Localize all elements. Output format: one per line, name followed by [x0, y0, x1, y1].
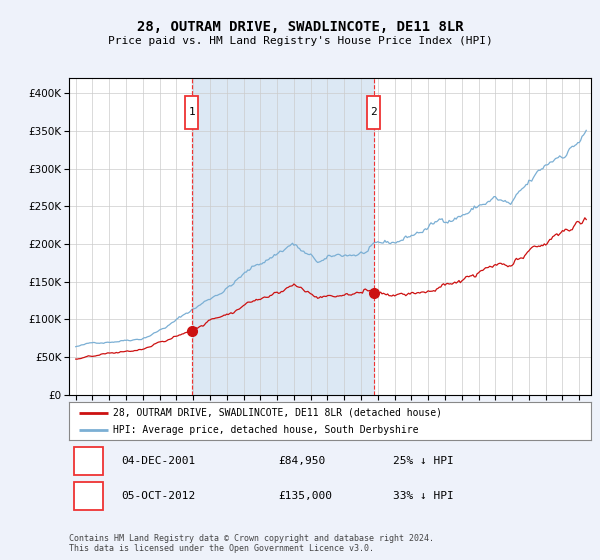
Text: 1: 1 [188, 108, 195, 117]
Text: 05-OCT-2012: 05-OCT-2012 [121, 491, 196, 501]
Text: £135,000: £135,000 [278, 491, 332, 501]
Text: 28, OUTRAM DRIVE, SWADLINCOTE, DE11 8LR: 28, OUTRAM DRIVE, SWADLINCOTE, DE11 8LR [137, 20, 463, 34]
FancyBboxPatch shape [367, 96, 380, 129]
Text: 2: 2 [85, 491, 92, 501]
FancyBboxPatch shape [74, 447, 103, 475]
Text: 04-DEC-2001: 04-DEC-2001 [121, 456, 196, 466]
Text: Contains HM Land Registry data © Crown copyright and database right 2024.
This d: Contains HM Land Registry data © Crown c… [69, 534, 434, 553]
Text: £84,950: £84,950 [278, 456, 325, 466]
Text: 33% ↓ HPI: 33% ↓ HPI [392, 491, 454, 501]
Bar [192, 78, 374, 395]
Text: HPI: Average price, detached house, South Derbyshire: HPI: Average price, detached house, Sout… [113, 425, 419, 435]
Text: 28, OUTRAM DRIVE, SWADLINCOTE, DE11 8LR (detached house): 28, OUTRAM DRIVE, SWADLINCOTE, DE11 8LR … [113, 408, 442, 418]
Text: 2: 2 [370, 108, 377, 117]
Text: 1: 1 [85, 456, 92, 466]
FancyBboxPatch shape [185, 96, 198, 129]
Text: 25% ↓ HPI: 25% ↓ HPI [392, 456, 454, 466]
FancyBboxPatch shape [74, 482, 103, 510]
Text: Price paid vs. HM Land Registry's House Price Index (HPI): Price paid vs. HM Land Registry's House … [107, 36, 493, 46]
